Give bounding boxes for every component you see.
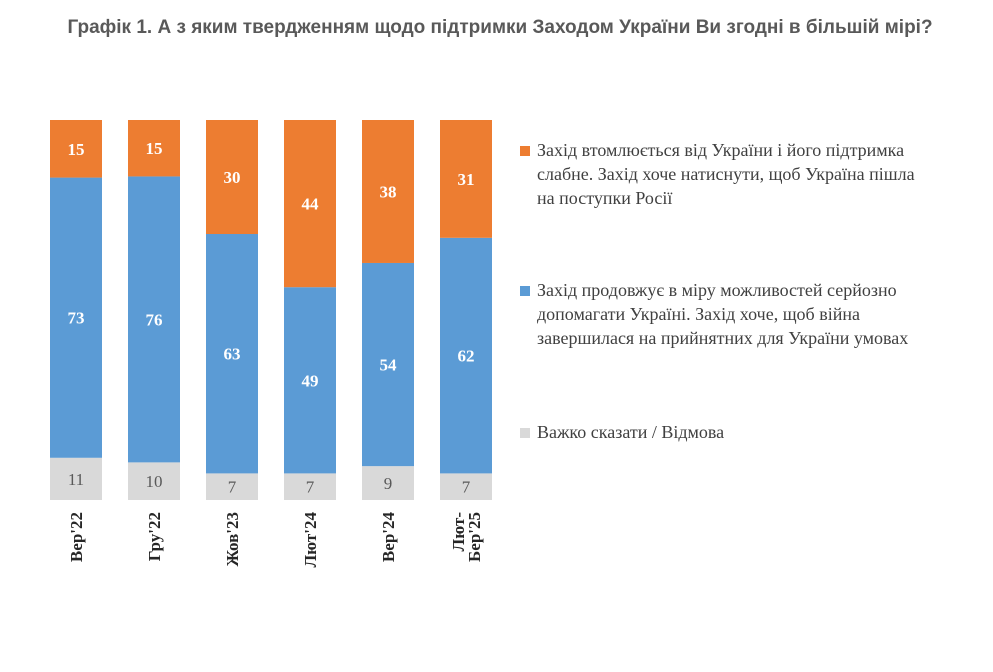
tick-label-category-4: Вер'24 — [379, 512, 398, 563]
legend-label-west-tired: Захід втомлюється від України і його під… — [537, 140, 915, 208]
tick-label-category-3: Лют'24 — [301, 512, 320, 568]
legend-label-west-helps: Захід продовжує в міру можливостей серйо… — [537, 280, 909, 348]
bar-segment-category-2-series-0 — [206, 473, 258, 500]
bar-segment-category-1-series-0 — [128, 462, 180, 500]
data-label-category-1-series-1: 76 — [146, 310, 163, 329]
data-label-category-5-series-2: 31 — [458, 170, 475, 189]
bar-segment-category-0-series-1 — [50, 177, 102, 458]
legend-label-hard-to-say: Важко сказати / Відмова — [537, 422, 725, 442]
bar-segment-category-5-series-1 — [440, 237, 492, 474]
bar-segment-category-5-series-2 — [440, 120, 492, 238]
bar-segment-category-0-series-2 — [50, 120, 102, 178]
data-label-category-2-series-0: 7 — [228, 478, 237, 497]
data-label-category-1-series-2: 15 — [146, 139, 163, 158]
tick-label-category-1: Гру'22 — [145, 512, 164, 561]
bar-segment-category-1-series-1 — [128, 176, 180, 463]
bar-segment-category-4-series-2 — [362, 120, 414, 263]
data-label-category-5-series-1: 62 — [458, 347, 475, 366]
data-label-category-1-series-0: 10 — [146, 472, 163, 491]
data-label-category-2-series-2: 30 — [224, 168, 241, 187]
data-label-category-3-series-2: 44 — [302, 195, 320, 214]
legend-swatch-blue — [520, 286, 530, 296]
bar-segment-category-4-series-0 — [362, 466, 414, 500]
bar-segment-category-3-series-1 — [284, 287, 336, 474]
data-label-category-0-series-0: 11 — [68, 470, 84, 489]
legend-swatch-orange — [520, 146, 530, 156]
data-label-category-4-series-1: 54 — [380, 356, 398, 375]
bar-segment-category-1-series-2 — [128, 120, 180, 177]
bar-segment-category-2-series-2 — [206, 120, 258, 234]
bar-segment-category-0-series-0 — [50, 457, 102, 500]
bar-segment-category-5-series-0 — [440, 473, 492, 500]
tick-label-category-5: Лют-Бер'25 — [449, 512, 484, 562]
data-label-category-4-series-0: 9 — [384, 474, 393, 493]
bar-segment-category-3-series-2 — [284, 120, 336, 288]
data-label-category-3-series-1: 49 — [302, 371, 319, 390]
bar-segment-category-2-series-1 — [206, 234, 258, 474]
data-label-category-5-series-0: 7 — [462, 478, 471, 497]
tick-label-category-2: Жов'23 — [223, 512, 242, 567]
data-label-category-3-series-0: 7 — [306, 478, 315, 497]
bar-segment-category-3-series-0 — [284, 473, 336, 500]
data-label-category-4-series-2: 38 — [380, 182, 397, 201]
chart-title: Графік 1. А з яким твердженням щодо підт… — [67, 17, 933, 38]
data-label-category-0-series-2: 15 — [68, 140, 85, 159]
data-label-category-0-series-1: 73 — [68, 309, 85, 328]
bar-segment-category-4-series-1 — [362, 262, 414, 467]
legend-swatch-gray — [520, 428, 530, 438]
tick-label-category-0: Вер'22 — [67, 512, 86, 562]
data-label-category-2-series-1: 63 — [224, 345, 241, 364]
